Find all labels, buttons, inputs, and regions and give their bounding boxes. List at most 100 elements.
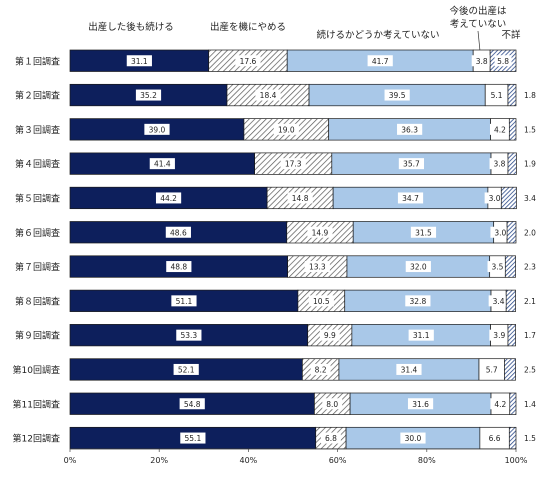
value-label-bg — [484, 432, 505, 444]
value-label-bg — [273, 123, 299, 135]
category-label: 第12回調査 — [13, 433, 60, 445]
value-label-bg — [486, 89, 507, 101]
value-label-bg — [319, 329, 340, 341]
bar-segment — [508, 118, 517, 141]
value-label-bg — [471, 55, 492, 67]
x-tick-label: 100% — [505, 456, 528, 465]
legend-label-quit: 出産を機にやめる — [210, 21, 286, 33]
value-label-bg — [408, 329, 434, 341]
value-label-bg — [176, 329, 202, 341]
value-label: 31.1 — [131, 57, 148, 66]
value-label-bg — [235, 55, 261, 67]
x-tick-label: 80% — [418, 456, 436, 465]
value-label: 18.4 — [260, 91, 277, 100]
value-label-unknown: 2.1 — [524, 297, 536, 306]
bar-segment — [505, 289, 516, 312]
category-label: 第11回調査 — [13, 398, 60, 410]
value-label: 53.3 — [181, 331, 198, 340]
value-label: 55.1 — [185, 434, 202, 443]
value-label-bg — [494, 55, 512, 67]
value-label-bg — [484, 192, 505, 204]
category-label: 第10回調査 — [13, 364, 60, 376]
value-label: 48.8 — [170, 263, 187, 272]
value-label: 3.0 — [489, 194, 501, 203]
value-label-bg — [489, 158, 510, 170]
category-label: 第５回調査 — [15, 192, 60, 204]
value-label: 6.8 — [325, 434, 337, 443]
x-tick-label: 20% — [150, 456, 168, 465]
value-label-unknown: 1.4 — [524, 400, 536, 409]
value-label: 19.0 — [278, 125, 295, 134]
value-label: 34.7 — [402, 194, 419, 203]
legend-label-continue: 出産した後も続ける — [88, 21, 174, 33]
value-label-bg — [310, 363, 331, 375]
value-label-bg — [308, 295, 334, 307]
value-label: 14.9 — [312, 228, 329, 237]
category-label: 第６回調査 — [15, 227, 60, 239]
value-label-bg — [396, 363, 422, 375]
value-label-bg — [287, 192, 313, 204]
bar-segment — [507, 83, 517, 107]
value-label-unknown: 2.3 — [524, 263, 536, 272]
value-label: 35.7 — [403, 160, 420, 169]
value-label: 31.1 — [413, 331, 430, 340]
value-label-bg — [398, 158, 425, 170]
value-label-bg — [490, 226, 511, 238]
value-label: 5.8 — [497, 57, 509, 66]
bar-segment — [504, 358, 516, 381]
value-label-bg — [280, 158, 306, 170]
bar-segment — [507, 324, 516, 347]
value-label-bg — [165, 226, 191, 238]
value-label-bg — [126, 55, 152, 67]
value-label: 9.9 — [324, 331, 336, 340]
value-label: 52.1 — [178, 365, 195, 374]
value-label-bg — [488, 295, 509, 307]
value-label: 44.2 — [160, 194, 177, 203]
legend-label-unknown: 不詳 — [501, 29, 521, 41]
value-label: 31.6 — [412, 400, 429, 409]
value-label: 5.7 — [486, 365, 498, 374]
value-label: 3.4 — [493, 297, 505, 306]
value-label-bg — [397, 123, 423, 135]
value-label-unknown: 1.7 — [524, 331, 536, 340]
value-label-bg — [407, 398, 434, 410]
category-label: 第４回調査 — [15, 158, 60, 170]
x-tick-label: 0% — [64, 456, 77, 465]
value-label: 10.5 — [313, 297, 330, 306]
value-label: 3.9 — [493, 331, 505, 340]
value-label-bg — [304, 261, 330, 273]
value-label-bg — [367, 55, 393, 67]
x-tick-label: 60% — [329, 456, 347, 465]
value-label-bg — [487, 261, 508, 273]
value-label-bg — [171, 295, 197, 307]
legend-label-no-plan-line2: 考えていない — [450, 19, 507, 30]
value-label-bg — [322, 398, 343, 410]
value-label-bg — [410, 226, 437, 238]
category-label: 第９回調査 — [15, 330, 60, 342]
category-label: 第７回調査 — [15, 261, 60, 273]
value-label-bg — [405, 261, 431, 273]
bar-segment — [500, 186, 517, 210]
legend-leader-no-plan — [477, 30, 481, 52]
category-label: 第１回調査 — [15, 55, 60, 67]
value-label: 17.6 — [240, 57, 257, 66]
value-label-unknown: 2.5 — [524, 365, 536, 374]
value-label-bg — [135, 89, 162, 101]
bar-segment — [509, 392, 517, 415]
value-label: 31.4 — [401, 365, 418, 374]
legend-label-no-plan-line1: 今後の出産は — [449, 5, 507, 17]
value-label-bg — [144, 123, 170, 135]
value-label-bg — [149, 158, 175, 170]
value-label-bg — [173, 363, 199, 375]
value-label: 13.3 — [309, 263, 326, 272]
category-label: 第２回調査 — [15, 90, 60, 102]
value-label: 17.3 — [285, 160, 302, 169]
value-label: 41.4 — [154, 160, 171, 169]
value-label: 35.2 — [140, 91, 157, 100]
value-label: 5.1 — [491, 91, 503, 100]
value-label: 54.8 — [184, 400, 201, 409]
value-label: 3.8 — [476, 57, 488, 66]
value-label-bg — [489, 329, 510, 341]
value-label: 39.0 — [149, 125, 166, 134]
value-label: 4.2 — [494, 125, 506, 134]
